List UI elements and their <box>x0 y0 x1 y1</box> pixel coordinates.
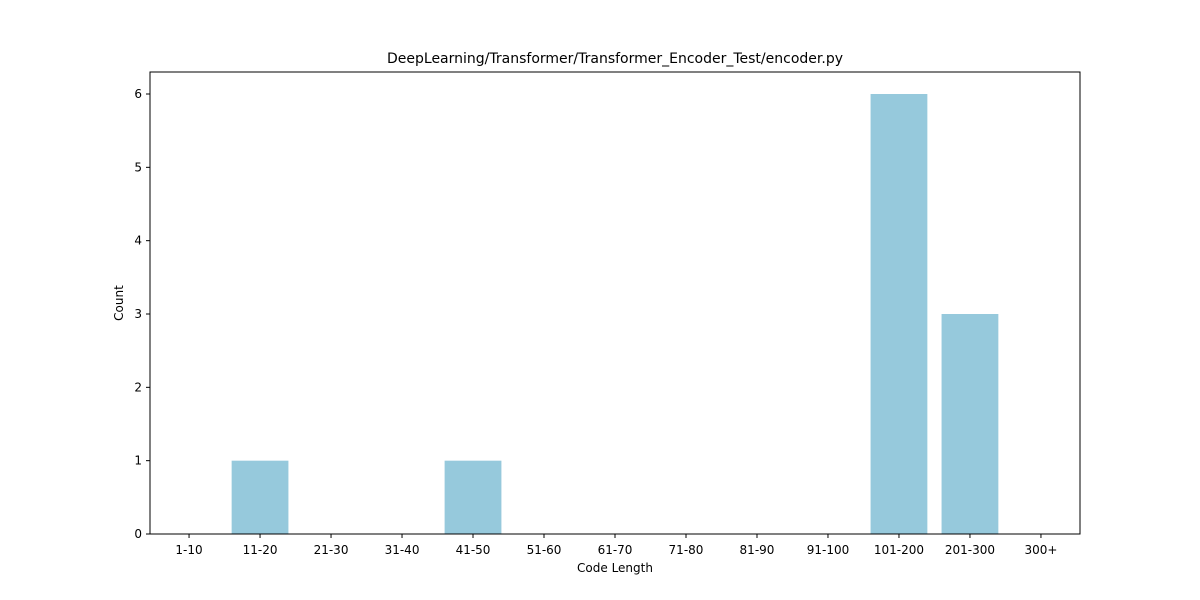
x-tick-label: 31-40 <box>385 543 420 557</box>
x-axis: 1-10 11-20 21-30 31-40 41-50 51-60 61-70 71-80 8… <box>175 534 1057 557</box>
y-tick-label: 0 <box>134 527 142 541</box>
x-tick-label: 201-300 <box>945 543 995 557</box>
x-tick-label: 11-20 <box>243 543 278 557</box>
plot-area-frame <box>149 71 1081 535</box>
bar-101-200 <box>870 94 928 534</box>
x-tick-label: 51-60 <box>527 543 562 557</box>
x-tick-label: 1-10 <box>175 543 202 557</box>
y-tick-label: 5 <box>134 160 142 174</box>
bars <box>231 94 999 534</box>
y-tick-label: 3 <box>134 307 142 321</box>
chart-title: DeepLearning/Transformer/Transformer_Enc… <box>387 51 843 67</box>
x-tick-label: 41-50 <box>456 543 491 557</box>
x-tick-label: 71-80 <box>669 543 704 557</box>
y-tick-label: 1 <box>134 454 142 468</box>
x-tick-label: 91-100 <box>807 543 850 557</box>
x-tick-label: 21-30 <box>314 543 349 557</box>
x-axis-label: Code Length <box>577 561 653 575</box>
y-tick-label: 6 <box>134 87 142 101</box>
y-tick-label: 4 <box>134 234 142 248</box>
x-tick-label: 300+ <box>1024 543 1057 557</box>
y-tick-label: 2 <box>134 380 142 394</box>
bar-41-50 <box>444 460 502 534</box>
x-tick-label: 101-200 <box>874 543 924 557</box>
x-tick-label: 81-90 <box>740 543 775 557</box>
x-tick-label: 61-70 <box>598 543 633 557</box>
bar-201-300 <box>941 314 999 534</box>
y-axis-label: Count <box>112 285 126 321</box>
bar-11-20 <box>231 460 289 534</box>
y-axis: 0 1 2 3 4 5 6 <box>134 87 150 541</box>
